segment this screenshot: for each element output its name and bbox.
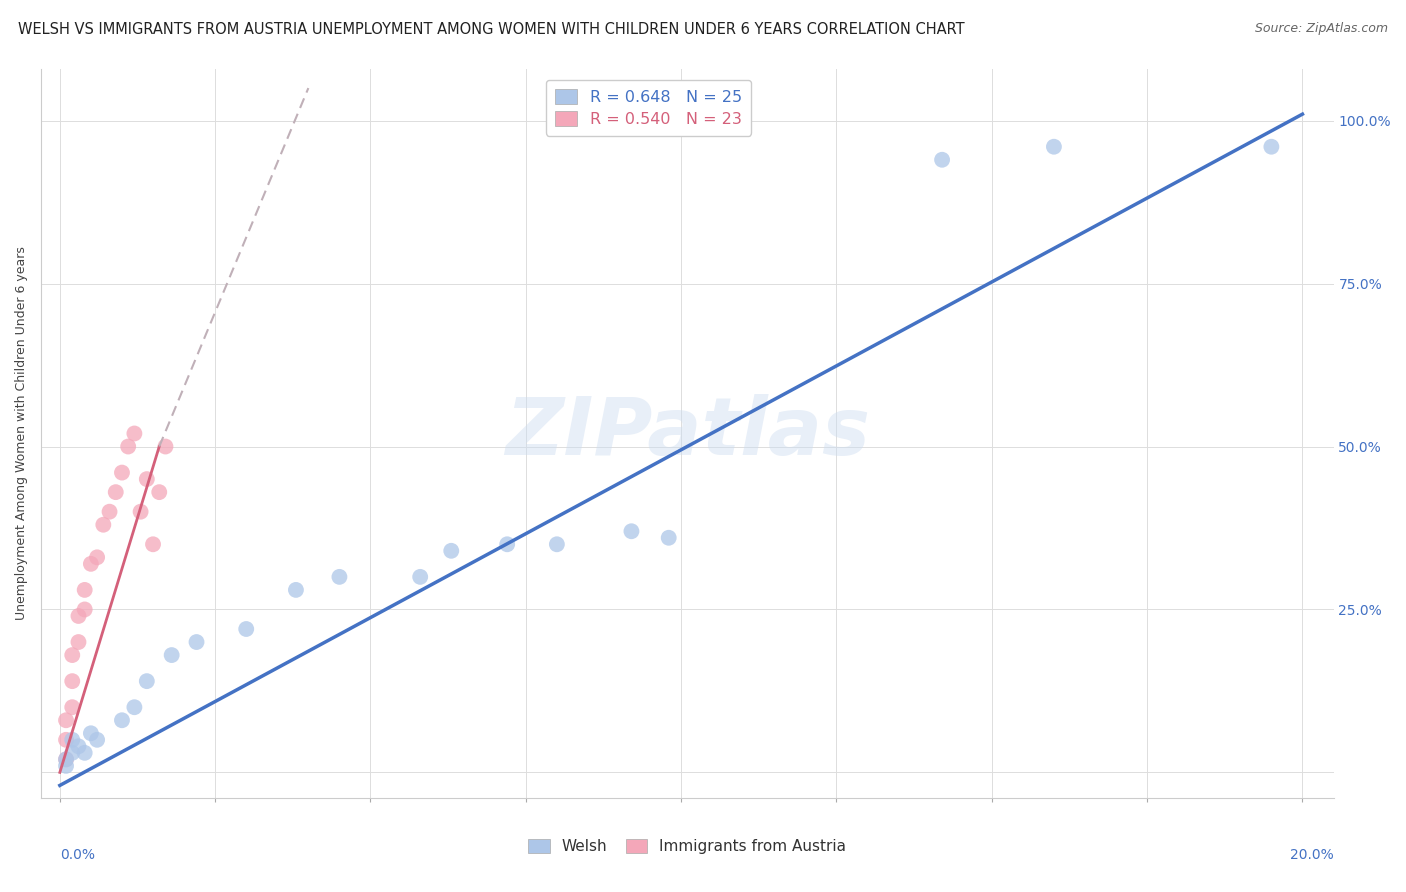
Point [86,732,108,747]
Point [284,582,307,597]
Text: ZIPatlas: ZIPatlas [505,394,870,473]
Point [135,674,157,689]
Point [55,732,77,747]
Point [135,472,157,486]
Point [129,505,152,519]
Point [124,426,146,441]
Point [1260,139,1282,153]
Point [186,635,208,649]
Point [148,485,170,500]
Point [235,622,257,636]
Point [60,746,83,760]
Point [73,602,96,616]
Point [142,537,165,551]
Point [67,609,90,624]
Point [60,732,83,747]
Point [60,648,83,662]
Point [80,726,103,740]
Point [111,466,134,480]
Point [658,531,681,545]
Point [328,570,350,584]
Point [91,517,114,532]
Point [931,153,953,167]
Point [620,524,643,539]
Point [160,648,183,662]
Point [55,713,77,727]
Text: WELSH VS IMMIGRANTS FROM AUSTRIA UNEMPLOYMENT AMONG WOMEN WITH CHILDREN UNDER 6 : WELSH VS IMMIGRANTS FROM AUSTRIA UNEMPLO… [18,22,965,37]
Point [496,537,519,551]
Point [117,440,139,454]
Text: 0.0%: 0.0% [60,848,94,862]
Point [1043,139,1066,153]
Point [55,752,77,766]
Legend: Welsh, Immigrants from Austria: Welsh, Immigrants from Austria [522,832,852,860]
Point [104,485,127,500]
Text: Source: ZipAtlas.com: Source: ZipAtlas.com [1254,22,1388,36]
Point [73,582,96,597]
Y-axis label: Unemployment Among Women with Children Under 6 years: Unemployment Among Women with Children U… [15,246,28,621]
Point [98,505,121,519]
Point [155,440,177,454]
Point [67,739,90,754]
Point [67,635,90,649]
Point [60,674,83,689]
Point [55,752,77,766]
Text: 20.0%: 20.0% [1289,848,1333,862]
Point [80,557,103,571]
Point [55,759,77,773]
Point [86,550,108,565]
Point [111,713,134,727]
Point [546,537,568,551]
Point [124,700,146,714]
Point [409,570,432,584]
Point [440,543,463,558]
Point [60,700,83,714]
Point [73,746,96,760]
